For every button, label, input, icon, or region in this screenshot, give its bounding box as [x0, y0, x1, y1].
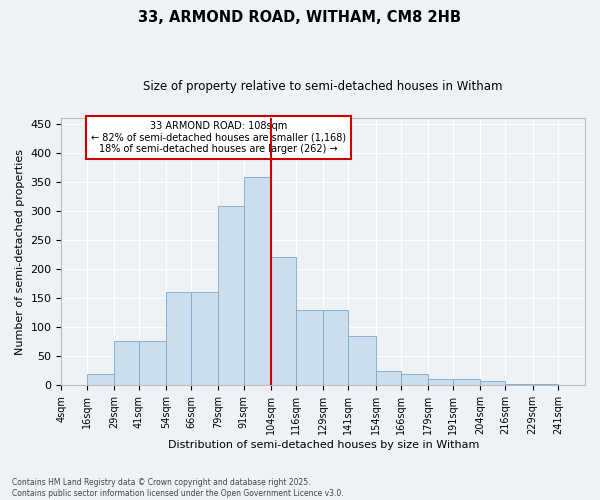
Bar	[271, 258, 296, 386]
Text: Contains HM Land Registry data © Crown copyright and database right 2025.
Contai: Contains HM Land Registry data © Crown c…	[12, 478, 344, 498]
Bar	[349, 336, 376, 386]
Bar	[139, 340, 166, 386]
Bar	[401, 374, 428, 386]
Title: Size of property relative to semi-detached houses in Witham: Size of property relative to semi-detach…	[143, 80, 503, 93]
Bar	[296, 310, 323, 386]
Bar	[191, 292, 218, 386]
Bar	[533, 384, 558, 386]
X-axis label: Distribution of semi-detached houses by size in Witham: Distribution of semi-detached houses by …	[167, 440, 479, 450]
Bar	[86, 374, 114, 386]
Bar	[453, 379, 480, 386]
Bar	[244, 177, 271, 386]
Bar	[480, 382, 505, 386]
Bar	[323, 310, 349, 386]
Text: 33 ARMOND ROAD: 108sqm
← 82% of semi-detached houses are smaller (1,168)
18% of : 33 ARMOND ROAD: 108sqm ← 82% of semi-det…	[91, 120, 346, 154]
Bar	[166, 292, 191, 386]
Text: 33, ARMOND ROAD, WITHAM, CM8 2HB: 33, ARMOND ROAD, WITHAM, CM8 2HB	[139, 10, 461, 25]
Bar	[428, 379, 453, 386]
Bar	[376, 371, 401, 386]
Y-axis label: Number of semi-detached properties: Number of semi-detached properties	[15, 148, 25, 354]
Bar	[218, 206, 244, 386]
Bar	[114, 340, 139, 386]
Bar	[505, 384, 533, 386]
